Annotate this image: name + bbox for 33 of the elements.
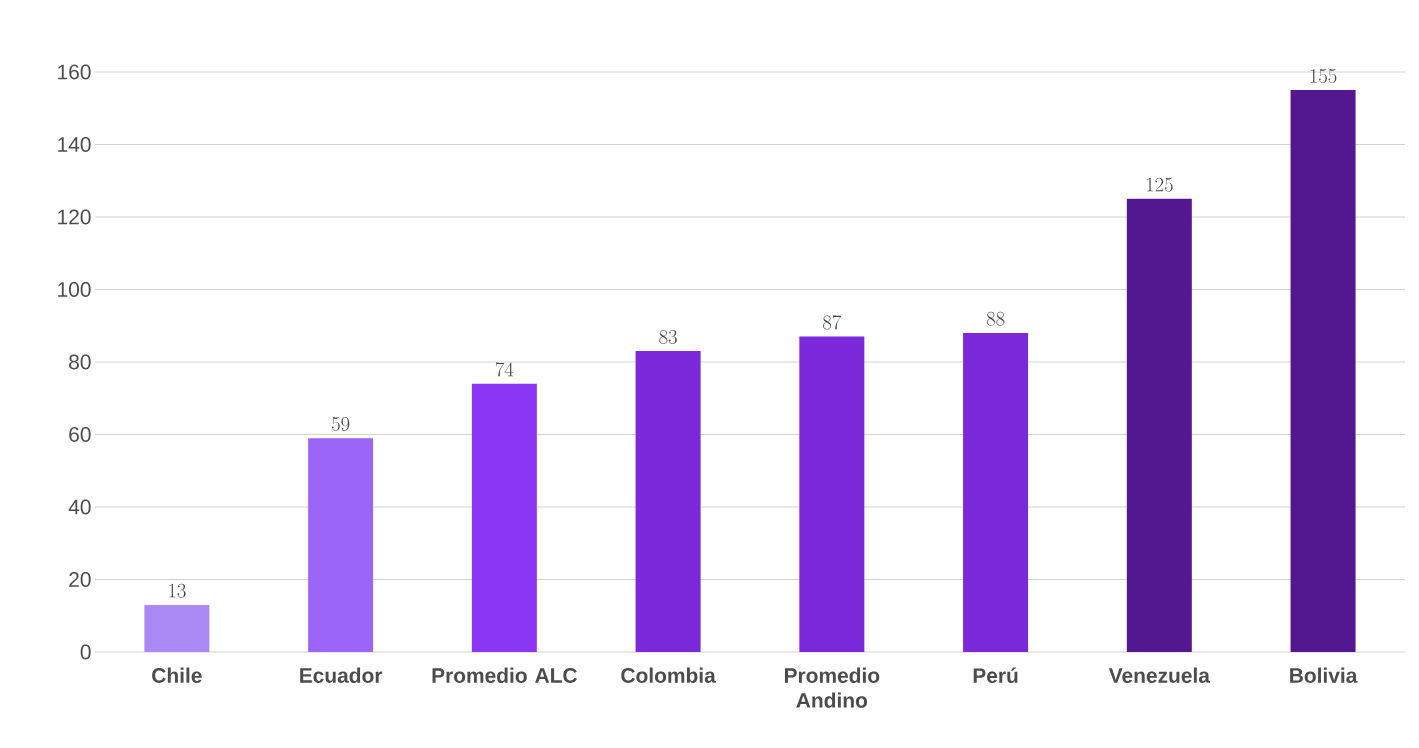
y-tick-label: 140 [58, 137, 91, 152]
x-tick-label: Chile [152, 667, 202, 683]
x-tick-label: Bolivia [1290, 667, 1358, 683]
bar [144, 604, 210, 652]
x-tick-label: Promedio Andino [785, 667, 880, 708]
y-tick-label: 60 [69, 427, 91, 442]
data-label: 125 [1146, 177, 1173, 192]
data-label: 87 [823, 315, 842, 330]
y-tick-label: 20 [69, 572, 91, 587]
data-label: 83 [659, 329, 677, 344]
data-label: 59 [331, 416, 350, 431]
x-tick-label: Promedio ALC [432, 667, 577, 683]
bar [963, 333, 1029, 652]
y-tick-label: 40 [68, 499, 91, 515]
x-tick-label: Perú [973, 667, 1018, 684]
bar [1290, 90, 1356, 652]
bar [308, 438, 374, 652]
y-tick-label: 0 [80, 644, 91, 660]
bar [1126, 198, 1192, 652]
data-label: 155 [1310, 68, 1337, 83]
y-tick-label: 80 [69, 354, 91, 370]
y-tick-label: 120 [58, 209, 91, 225]
y-tick-label: 160 [58, 64, 91, 80]
data-label: 74 [495, 362, 514, 377]
bar [635, 351, 701, 652]
x-tick-label: Ecuador [300, 667, 383, 683]
bar [471, 383, 537, 652]
data-label: 13 [169, 583, 186, 598]
bar [799, 336, 865, 652]
data-label: 88 [986, 311, 1005, 326]
x-tick-label: Venezuela [1108, 667, 1211, 683]
y-tick-label: 100 [58, 282, 91, 297]
x-tick-label: Colombia [621, 667, 716, 683]
